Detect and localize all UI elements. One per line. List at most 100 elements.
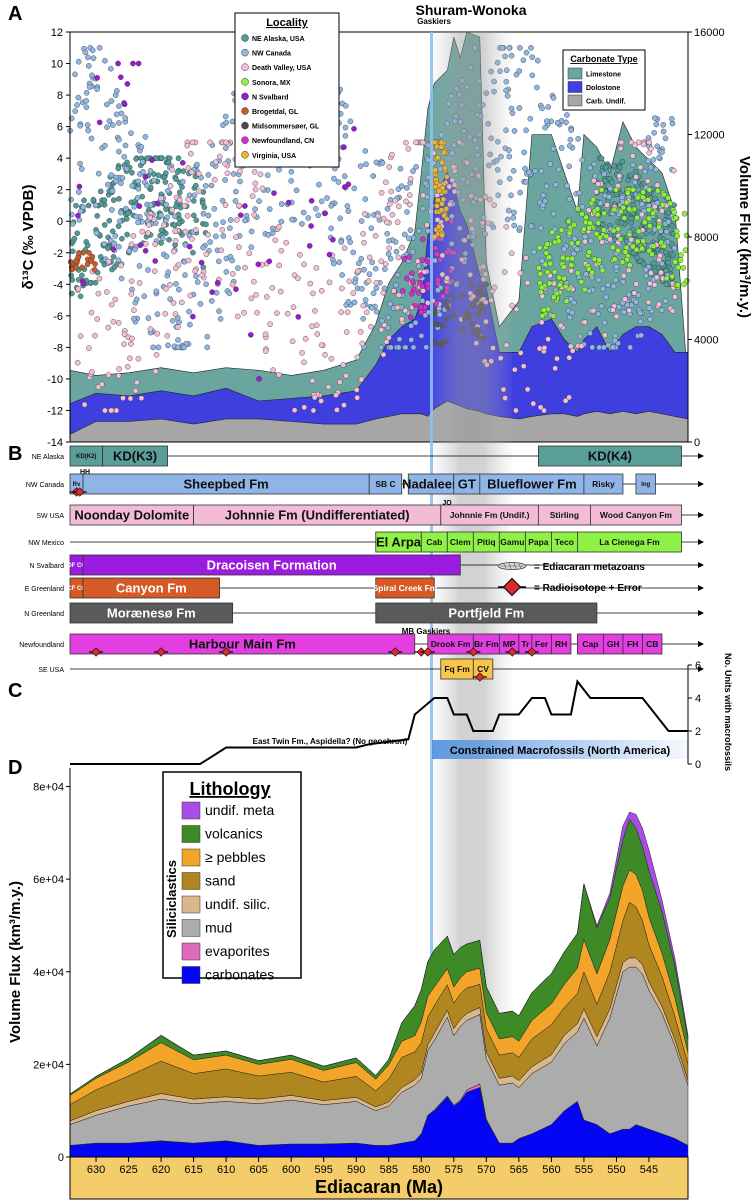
isotope-point [403, 198, 409, 205]
isotope-point [619, 259, 626, 265]
isotope-point [104, 101, 110, 108]
isotope-point [659, 260, 665, 267]
x-tick-label: 610 [217, 1164, 235, 1176]
isotope-point [552, 181, 559, 188]
isotope-point [77, 122, 84, 129]
isotope-point [124, 363, 131, 370]
isotope-point [600, 221, 606, 228]
formation-label: Stirling [550, 510, 579, 520]
isotope-point [252, 186, 259, 193]
c-y-axis-label: No. Units with macrofossils [723, 653, 733, 771]
isotope-point [544, 118, 550, 124]
formation-block [642, 633, 663, 655]
isotope-point [94, 316, 100, 322]
isotope-point [105, 372, 112, 378]
isotope-point [566, 314, 573, 321]
isotope-point [384, 205, 391, 212]
isotope-point [408, 322, 414, 329]
isotope-point [511, 128, 518, 134]
isotope-point [646, 186, 653, 193]
isotope-point [76, 183, 83, 190]
isotope-point [212, 159, 219, 165]
isotope-point [362, 297, 369, 303]
isotope-point [574, 270, 581, 276]
formation-label: Johnnie Fm (Undif.) [450, 510, 530, 520]
y-tick-label: -2 [53, 248, 63, 260]
isotope-point [363, 161, 369, 167]
isotope-point [169, 317, 176, 324]
lithology-swatch [181, 942, 201, 961]
isotope-point [566, 163, 573, 170]
isotope-point [609, 244, 616, 251]
isotope-point [251, 168, 258, 175]
isotope-point [115, 165, 122, 172]
isotope-point [155, 344, 162, 351]
isotope-point [289, 338, 296, 345]
isotope-point [170, 248, 177, 255]
lithology-legend-entry: undif. meta [205, 802, 274, 818]
isotope-point [628, 236, 635, 243]
y2-tick-label: 12000 [694, 130, 725, 142]
isotope-point [418, 309, 425, 316]
isotope-point [133, 296, 140, 303]
isotope-point [203, 251, 210, 257]
isotope-point [336, 379, 343, 385]
isotope-point [581, 286, 588, 293]
isotope-point [564, 112, 570, 118]
isotope-point [158, 195, 164, 202]
isotope-point [648, 270, 654, 276]
isotope-point [605, 281, 611, 288]
isotope-point [187, 321, 193, 328]
isotope-point [394, 304, 401, 311]
isotope-point [92, 261, 98, 267]
radioisotope-icon [498, 577, 526, 597]
formation-block [375, 602, 598, 624]
isotope-point [651, 129, 657, 136]
isotope-point [613, 264, 620, 270]
isotope-point [672, 293, 678, 300]
isotope-point [86, 249, 92, 256]
isotope-point [405, 145, 412, 152]
isotope-point [559, 254, 566, 261]
isotope-point [402, 344, 409, 351]
isotope-point [309, 377, 316, 384]
isotope-point [345, 208, 352, 214]
isotope-point [355, 268, 361, 275]
isotope-point [179, 184, 185, 190]
isotope-point [551, 269, 558, 275]
radioisotope-marker [475, 672, 485, 682]
isotope-point [587, 164, 593, 171]
formation-label: Clem [450, 537, 471, 547]
isotope-point [665, 219, 672, 225]
isotope-point [634, 238, 641, 245]
isotope-point [134, 379, 140, 386]
isotope-point [75, 212, 81, 219]
isotope-point [586, 225, 593, 231]
isotope-point [626, 206, 633, 212]
formation-label: Sheepbed Fm [184, 477, 269, 492]
isotope-point [338, 239, 345, 245]
isotope-point [102, 57, 108, 64]
isotope-point [419, 297, 426, 304]
isotope-point [264, 172, 271, 178]
isotope-point [395, 203, 402, 210]
legend-marker [241, 136, 249, 144]
isotope-point [131, 307, 137, 314]
isotope-point [576, 190, 583, 196]
radioisotope-marker [507, 647, 518, 657]
isotope-point [347, 118, 354, 125]
isotope-point [105, 181, 111, 188]
row-label: SE USA [38, 667, 64, 674]
formation-label: GT [458, 477, 476, 492]
isotope-point [94, 75, 100, 81]
isotope-point [544, 241, 550, 247]
isotope-point [527, 115, 534, 122]
isotope-point [539, 257, 545, 264]
isotope-point [549, 229, 555, 236]
isotope-point [111, 197, 117, 203]
isotope-point [640, 189, 646, 196]
isotope-point [315, 212, 322, 219]
isotope-point [118, 110, 125, 117]
isotope-point [318, 398, 324, 404]
